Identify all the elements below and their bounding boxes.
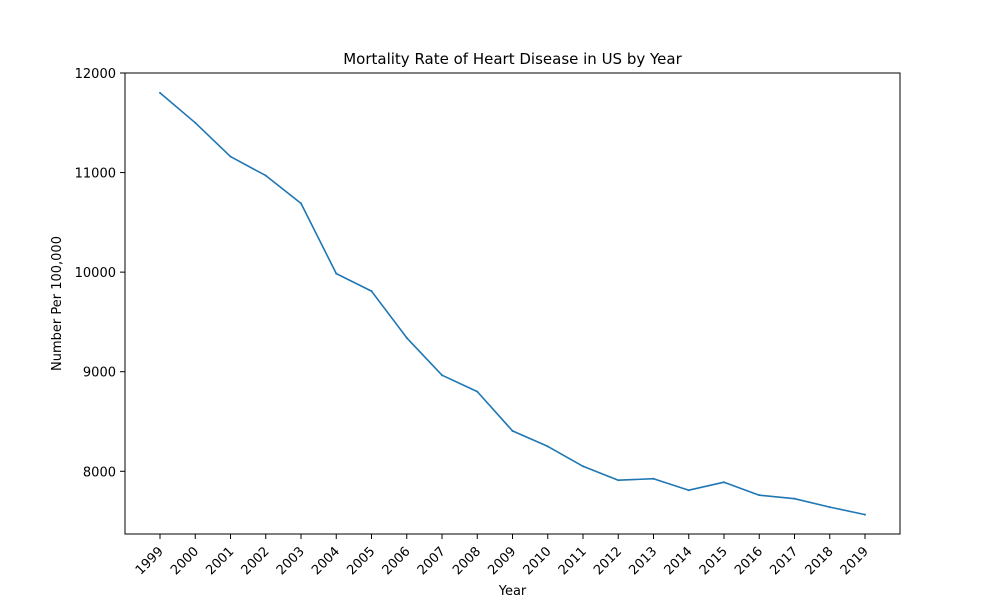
x-tick-label: 2016 [732, 544, 766, 578]
x-tick-label: 2014 [662, 544, 696, 578]
y-tick-label: 12000 [75, 67, 116, 82]
x-tick-label: 2002 [239, 544, 273, 578]
x-tick-label: 2003 [274, 544, 308, 578]
series-line [159, 92, 866, 516]
data-point [476, 390, 479, 393]
data-point [793, 497, 796, 500]
x-tick-label: 2004 [309, 544, 343, 578]
data-point [758, 494, 761, 497]
x-axis: 1999 2000 2001 2002 2003 2004 2005 2006 2007 2008… [133, 534, 872, 578]
x-tick-label: 2015 [697, 544, 731, 578]
data-point [194, 121, 197, 124]
data-point [264, 174, 267, 177]
data-point [511, 429, 514, 432]
y-axis: 8000 9000 10000 11000 12000 [75, 67, 125, 480]
data-point [229, 155, 232, 158]
y-axis-label: Number Per 100,000 [50, 236, 65, 371]
data-point [441, 374, 443, 377]
data-point [617, 479, 620, 482]
x-tick-label: 2011 [556, 544, 590, 578]
chart-title: Mortality Rate of Heart Disease in US by… [343, 50, 682, 68]
data-point [370, 290, 373, 293]
y-tick-label: 10000 [75, 266, 116, 281]
data-point [582, 465, 584, 468]
x-tick-label: 2018 [803, 544, 837, 578]
data-point [405, 336, 408, 339]
data-point [159, 91, 161, 94]
x-tick-label: 2006 [380, 544, 414, 578]
data-point [687, 489, 690, 492]
x-tick-label: 1999 [133, 544, 167, 578]
plot-frame [124, 72, 901, 535]
plot-area [159, 91, 866, 516]
x-tick-label: 2017 [767, 544, 801, 578]
data-point [300, 202, 302, 205]
data-point [723, 481, 725, 484]
x-tick-label: 2019 [838, 544, 872, 578]
y-tick-label: 9000 [83, 366, 116, 381]
y-tick-label: 8000 [83, 465, 116, 480]
x-axis-label: Year [498, 584, 527, 599]
data-point [335, 272, 338, 275]
x-tick-label: 2008 [450, 544, 484, 578]
data-point [864, 513, 866, 516]
x-tick-label: 2007 [415, 544, 449, 578]
data-point [652, 477, 655, 480]
x-tick-label: 2010 [521, 544, 555, 578]
x-tick-label: 2012 [591, 544, 625, 578]
data-point [828, 506, 831, 509]
x-tick-label: 2009 [485, 544, 519, 578]
data-point [546, 445, 549, 448]
x-tick-label: 2005 [344, 544, 378, 578]
x-tick-label: 2013 [626, 544, 660, 578]
x-tick-label: 2001 [203, 544, 237, 578]
y-tick-label: 11000 [75, 167, 116, 182]
x-tick-label: 2000 [168, 544, 202, 578]
